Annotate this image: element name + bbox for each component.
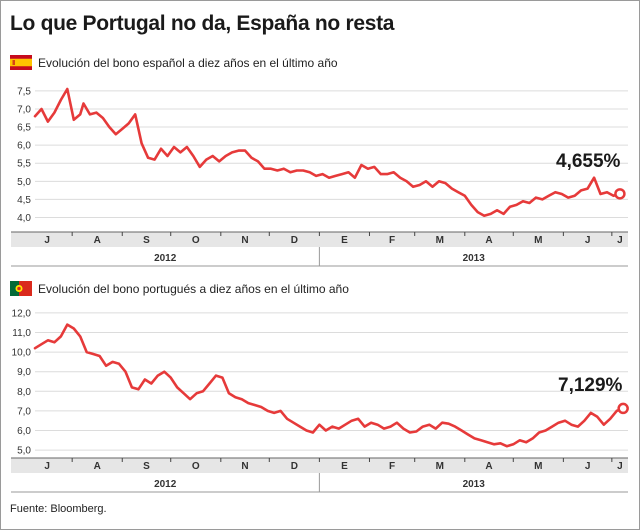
spain-month-band bbox=[11, 232, 628, 247]
portugal-y-tick-label: 9,0 bbox=[17, 367, 31, 378]
spain-month-label: E bbox=[341, 235, 348, 246]
spain-y-tick-label: 5,5 bbox=[17, 159, 31, 170]
spain-last-value-callout: 4,655% bbox=[556, 151, 621, 172]
spain-year-label: 2012 bbox=[154, 253, 177, 264]
spain-y-tick-label: 7,0 bbox=[17, 104, 31, 115]
portugal-month-label: F bbox=[389, 461, 395, 472]
spain-month-label: J bbox=[617, 235, 623, 246]
portugal-y-tick-label: 12,0 bbox=[12, 308, 32, 319]
portugal-chart-title: Evolución del bono portugués a diez años… bbox=[38, 282, 349, 296]
portugal-month-label: J bbox=[617, 461, 623, 472]
spain-month-label: M bbox=[534, 235, 542, 246]
portugal-month-label: J bbox=[44, 461, 50, 472]
spain-month-label: J bbox=[585, 235, 591, 246]
portugal-bond-yield-line bbox=[33, 323, 625, 448]
spain-y-tick-label: 7,5 bbox=[17, 86, 31, 97]
portugal-month-band bbox=[11, 458, 628, 473]
spain-y-tick-label: 6,5 bbox=[17, 123, 31, 134]
spain-month-label: N bbox=[241, 235, 248, 246]
portugal-y-tick-label: 10,0 bbox=[12, 348, 32, 359]
portugal-y-tick-label: 5,0 bbox=[17, 446, 31, 457]
portugal-last-value-marker bbox=[617, 402, 629, 415]
portugal-month-label: A bbox=[485, 461, 492, 472]
portugal-month-label: O bbox=[192, 461, 200, 472]
spain-month-label: A bbox=[485, 235, 492, 246]
spain-y-tick-label: 5,0 bbox=[17, 177, 31, 188]
source-note: Fuente: Bloomberg. bbox=[10, 503, 107, 515]
portugal-month-label: D bbox=[291, 461, 298, 472]
portugal-y-tick-label: 6,0 bbox=[17, 426, 31, 437]
spain-chart-title: Evolución del bono español a diez años e… bbox=[38, 56, 338, 70]
portugal-year-label: 2013 bbox=[463, 479, 486, 490]
spain-month-label: A bbox=[94, 235, 101, 246]
spain-y-tick-label: 6,0 bbox=[17, 141, 31, 152]
portugal-month-label: J bbox=[585, 461, 591, 472]
spain-y-tick-label: 4,0 bbox=[17, 213, 31, 224]
spain-y-tick-label: 4,5 bbox=[17, 195, 31, 206]
portugal-y-tick-label: 8,0 bbox=[17, 387, 31, 398]
headline: Lo que Portugal no da, España no resta bbox=[10, 12, 395, 35]
spain-bond-yield-line bbox=[33, 87, 622, 217]
spain-last-value-marker bbox=[614, 188, 626, 200]
spain-month-label: S bbox=[143, 235, 150, 246]
spain-month-label: J bbox=[44, 235, 50, 246]
spain-year-label: 2013 bbox=[463, 253, 486, 264]
portugal-month-label: M bbox=[436, 461, 444, 472]
spain-month-label: F bbox=[389, 235, 395, 246]
portugal-month-label: A bbox=[94, 461, 101, 472]
spain-month-label: O bbox=[192, 235, 200, 246]
portugal-month-label: S bbox=[143, 461, 150, 472]
portugal-y-tick-label: 11,0 bbox=[12, 328, 31, 339]
portugal-y-tick-label: 7,0 bbox=[17, 406, 31, 417]
portugal-year-label: 2012 bbox=[154, 479, 177, 490]
portugal-last-value-callout: 7,129% bbox=[558, 375, 623, 396]
spain-flag-icon bbox=[10, 55, 32, 70]
portugal-flag-icon bbox=[10, 281, 32, 296]
portugal-month-label: M bbox=[534, 461, 542, 472]
portugal-month-label: N bbox=[241, 461, 248, 472]
spain-month-label: M bbox=[436, 235, 444, 246]
spain-month-label: D bbox=[291, 235, 298, 246]
portugal-bond-chart: Evolución del bono portugués a diez años… bbox=[10, 281, 629, 493]
spain-bond-chart: Evolución del bono español a diez años e… bbox=[10, 55, 628, 267]
portugal-month-label: E bbox=[341, 461, 348, 472]
